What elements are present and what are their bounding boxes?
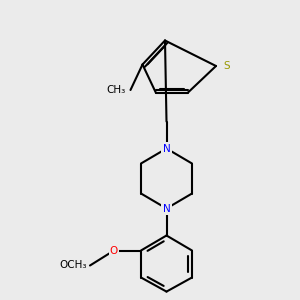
Text: N: N <box>163 203 170 214</box>
Text: S: S <box>224 61 230 71</box>
Text: O: O <box>110 245 118 256</box>
Text: N: N <box>163 143 170 154</box>
Text: OCH₃: OCH₃ <box>59 260 87 271</box>
Text: CH₃: CH₃ <box>107 85 126 95</box>
